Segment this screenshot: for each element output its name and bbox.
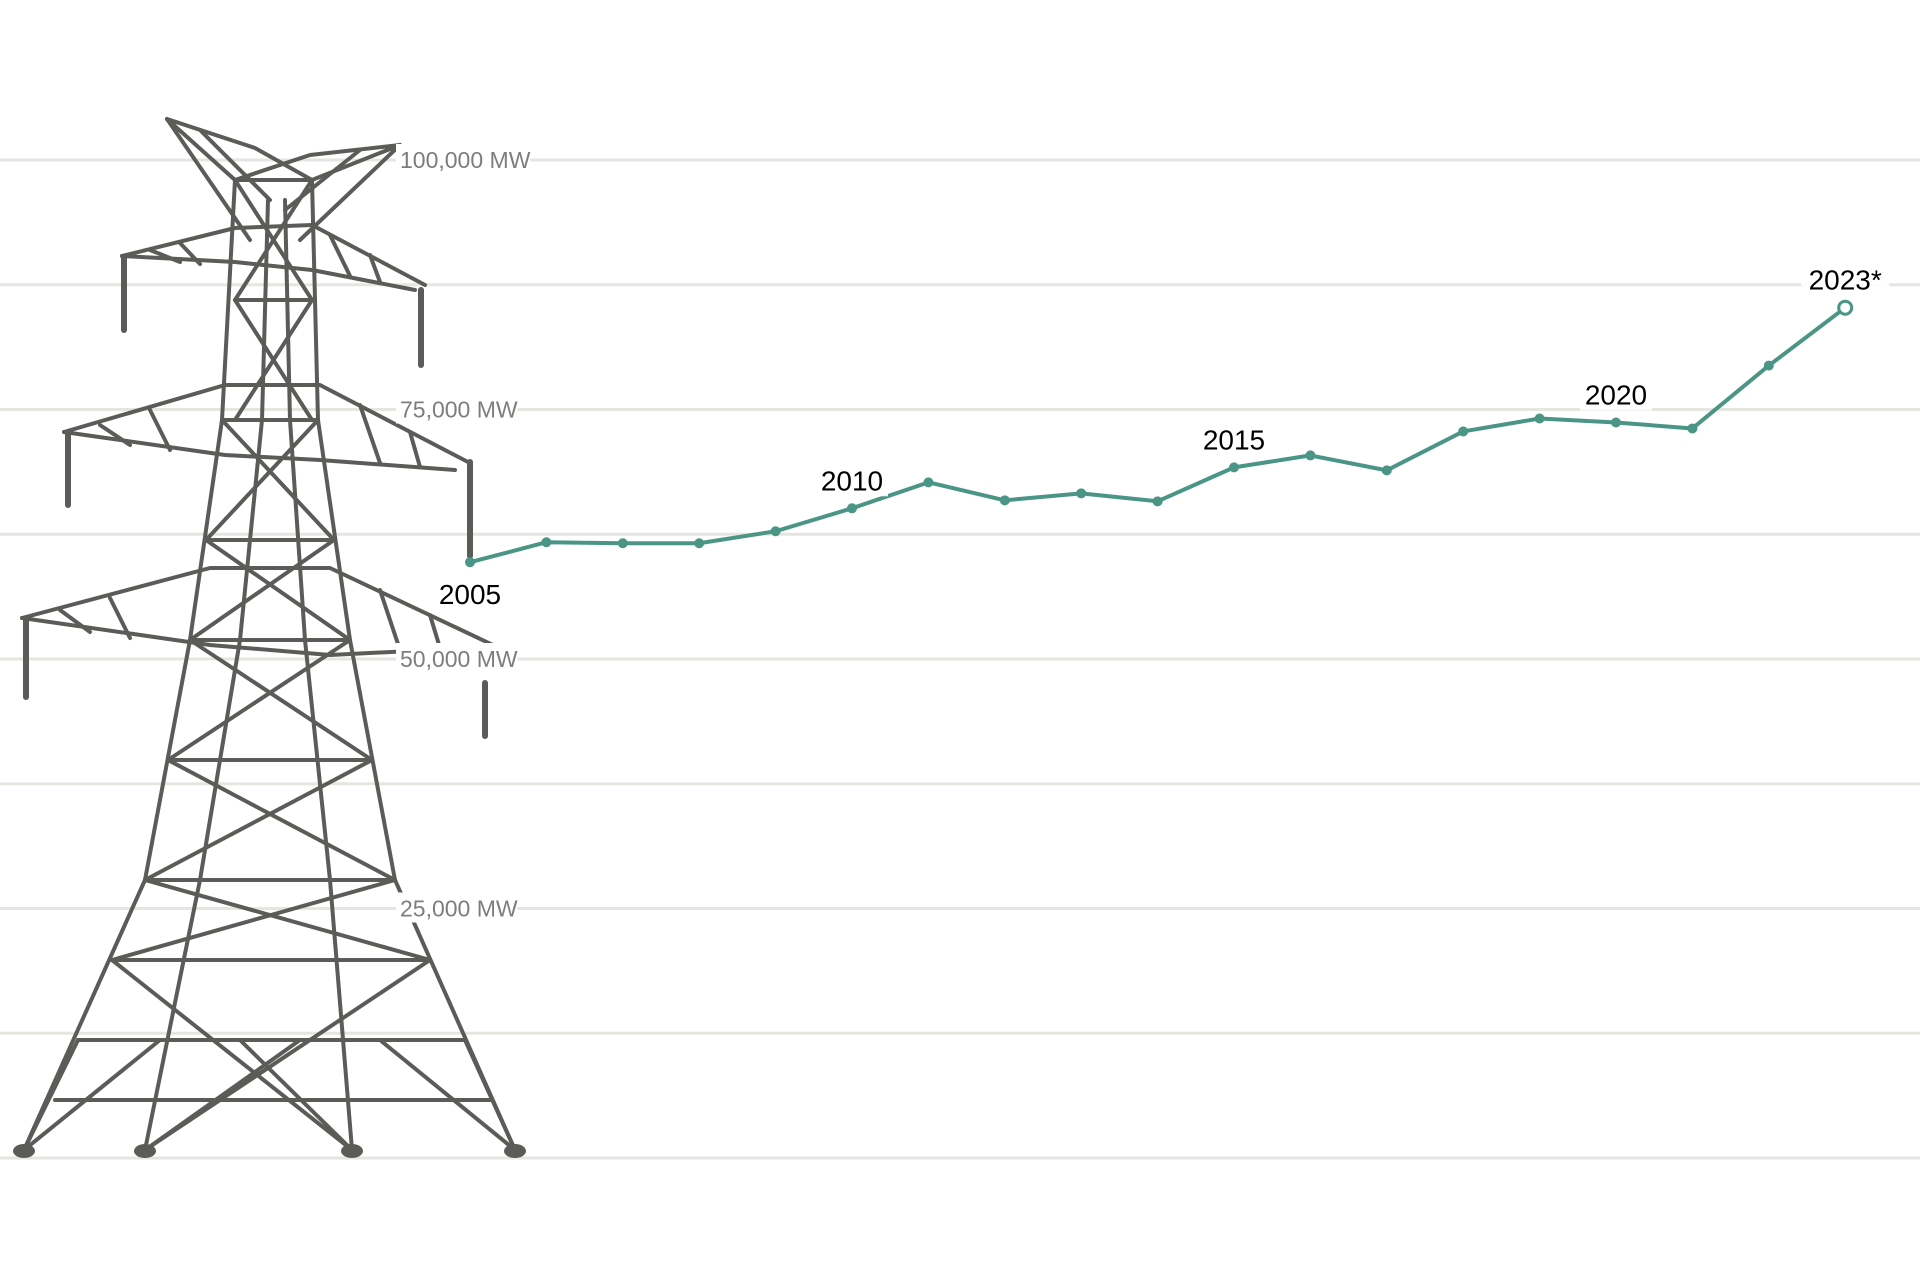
series-line — [469, 306, 1847, 565]
data-point — [1458, 426, 1469, 437]
data-point — [694, 538, 705, 549]
year-label: 2023* — [1809, 265, 1882, 296]
data-point — [1305, 450, 1316, 461]
y-tick-label: 50,000 MW — [400, 646, 518, 672]
data-point — [465, 557, 475, 568]
year-label: 2020 — [1585, 379, 1647, 410]
year-label: 2010 — [821, 465, 883, 496]
data-point — [1687, 423, 1698, 434]
data-point — [1611, 417, 1621, 428]
data-point — [1381, 465, 1392, 476]
data-series — [465, 299, 1854, 568]
data-point — [1229, 462, 1239, 473]
data-point — [999, 495, 1010, 506]
hollow-point-marker — [1837, 299, 1854, 316]
y-tick-label: 25,000 MW — [400, 896, 518, 922]
data-point — [923, 477, 934, 488]
data-point — [1534, 413, 1545, 424]
data-point — [770, 526, 781, 537]
year-annotations: 2005 2010 2015 2020 2023* — [434, 263, 1890, 611]
year-label: 2015 — [1203, 424, 1265, 455]
year-label: 2005 — [439, 579, 501, 610]
data-point — [541, 537, 552, 548]
y-tick-label: 75,000 MW — [400, 397, 518, 423]
data-point — [847, 503, 857, 514]
y-tick-label: 100,000 MW — [400, 147, 531, 173]
data-point — [1152, 496, 1163, 507]
data-point — [1076, 488, 1087, 499]
transmission-tower-icon — [13, 117, 526, 1158]
y-axis-labels: 100,000 MW 75,000 MW 50,000 MW 25,000 MW — [396, 144, 531, 923]
data-point — [617, 538, 628, 549]
data-point — [1763, 360, 1774, 371]
